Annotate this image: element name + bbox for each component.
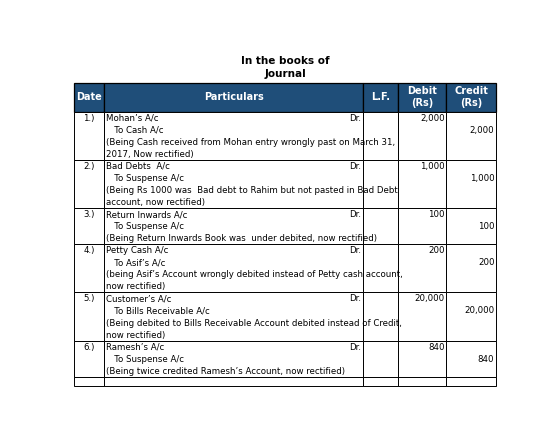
Text: 100: 100: [478, 222, 494, 231]
Text: Dr.: Dr.: [349, 246, 361, 255]
Text: Dr.: Dr.: [349, 295, 361, 303]
Text: 840: 840: [428, 343, 445, 352]
Text: L.F.: L.F.: [371, 92, 390, 102]
Text: Journal: Journal: [264, 69, 306, 79]
Bar: [104, 340, 363, 377]
Text: 1.): 1.): [83, 114, 95, 123]
Bar: [446, 292, 496, 340]
Text: 200: 200: [478, 258, 494, 267]
Bar: [446, 340, 496, 377]
Text: To Suspense A/c: To Suspense A/c: [106, 174, 184, 183]
Text: 3.): 3.): [83, 210, 95, 219]
Bar: [363, 208, 398, 244]
Bar: [363, 83, 398, 111]
Bar: [398, 111, 446, 160]
Bar: [446, 377, 496, 385]
Text: To Bills Receivable A/c: To Bills Receivable A/c: [106, 306, 210, 316]
Bar: [104, 208, 363, 244]
Bar: [74, 111, 104, 160]
Text: Customer’s A/c: Customer’s A/c: [106, 295, 171, 303]
Bar: [398, 292, 446, 340]
Bar: [446, 111, 496, 160]
Text: To Suspense A/c: To Suspense A/c: [106, 222, 184, 231]
Text: Particulars: Particulars: [203, 92, 264, 102]
Text: now rectified): now rectified): [106, 282, 165, 291]
Bar: [104, 244, 363, 292]
Bar: [104, 83, 363, 111]
Text: In the books of: In the books of: [241, 56, 329, 66]
Text: (Being Cash received from Mohan entry wrongly past on March 31,: (Being Cash received from Mohan entry wr…: [106, 138, 395, 147]
Text: Mohan’s A/c: Mohan’s A/c: [106, 114, 158, 123]
Bar: [446, 160, 496, 208]
Bar: [74, 208, 104, 244]
Text: Petty Cash A/c: Petty Cash A/c: [106, 246, 168, 255]
Text: Date: Date: [76, 92, 102, 102]
Text: 20,000: 20,000: [414, 295, 445, 303]
Text: Return Inwards A/c: Return Inwards A/c: [106, 210, 187, 219]
Text: Dr.: Dr.: [349, 343, 361, 352]
Bar: [74, 244, 104, 292]
Text: (Being debited to Bills Receivable Account debited instead of Credit,: (Being debited to Bills Receivable Accou…: [106, 319, 402, 327]
Bar: [74, 292, 104, 340]
Text: Dr.: Dr.: [349, 162, 361, 171]
Bar: [398, 160, 446, 208]
Bar: [363, 340, 398, 377]
Bar: [363, 377, 398, 385]
Text: 2.): 2.): [83, 162, 95, 171]
Text: Credit
(Rs): Credit (Rs): [454, 86, 488, 108]
Text: 1,000: 1,000: [470, 174, 494, 183]
Bar: [398, 83, 446, 111]
Text: Debit
(Rs): Debit (Rs): [407, 86, 437, 108]
Text: To Asif’s A/c: To Asif’s A/c: [106, 258, 165, 267]
Text: 200: 200: [428, 246, 445, 255]
Bar: [363, 292, 398, 340]
Bar: [446, 208, 496, 244]
Text: 2,000: 2,000: [420, 114, 445, 123]
Text: 100: 100: [428, 210, 445, 219]
Text: To Suspense A/c: To Suspense A/c: [106, 355, 184, 364]
Text: 840: 840: [478, 355, 494, 364]
Bar: [104, 160, 363, 208]
Text: 2017, Now rectified): 2017, Now rectified): [106, 150, 193, 159]
Bar: [363, 111, 398, 160]
Bar: [363, 244, 398, 292]
Text: Bad Debts  A/c: Bad Debts A/c: [106, 162, 170, 171]
Bar: [74, 160, 104, 208]
Bar: [74, 377, 104, 385]
Text: 1,000: 1,000: [420, 162, 445, 171]
Bar: [104, 377, 363, 385]
Bar: [104, 111, 363, 160]
Bar: [104, 292, 363, 340]
Bar: [398, 377, 446, 385]
Text: To Cash A/c: To Cash A/c: [106, 126, 163, 135]
Bar: [363, 160, 398, 208]
Text: Dr.: Dr.: [349, 210, 361, 219]
Text: 6.): 6.): [83, 343, 95, 352]
Text: (Being Return Inwards Book was  under debited, now rectified): (Being Return Inwards Book was under deb…: [106, 234, 377, 243]
Bar: [398, 208, 446, 244]
Text: 4.): 4.): [83, 246, 95, 255]
Bar: [446, 244, 496, 292]
Bar: [74, 340, 104, 377]
Text: 5.): 5.): [83, 295, 95, 303]
Text: (being Asif’s Account wrongly debited instead of Petty cash account,: (being Asif’s Account wrongly debited in…: [106, 271, 403, 279]
Bar: [398, 244, 446, 292]
Bar: [446, 83, 496, 111]
Text: account, now rectified): account, now rectified): [106, 198, 205, 207]
Text: now rectified): now rectified): [106, 330, 165, 340]
Text: Ramesh’s A/c: Ramesh’s A/c: [106, 343, 164, 352]
Text: Dr.: Dr.: [349, 114, 361, 123]
Bar: [398, 340, 446, 377]
Bar: [74, 83, 104, 111]
Text: 2,000: 2,000: [470, 126, 494, 135]
Text: (Being twice credited Ramesh’s Account, now rectified): (Being twice credited Ramesh’s Account, …: [106, 367, 345, 376]
Text: (Being Rs 1000 was  Bad debt to Rahim but not pasted in Bad Debt: (Being Rs 1000 was Bad debt to Rahim but…: [106, 186, 398, 195]
Text: 20,000: 20,000: [464, 306, 494, 316]
